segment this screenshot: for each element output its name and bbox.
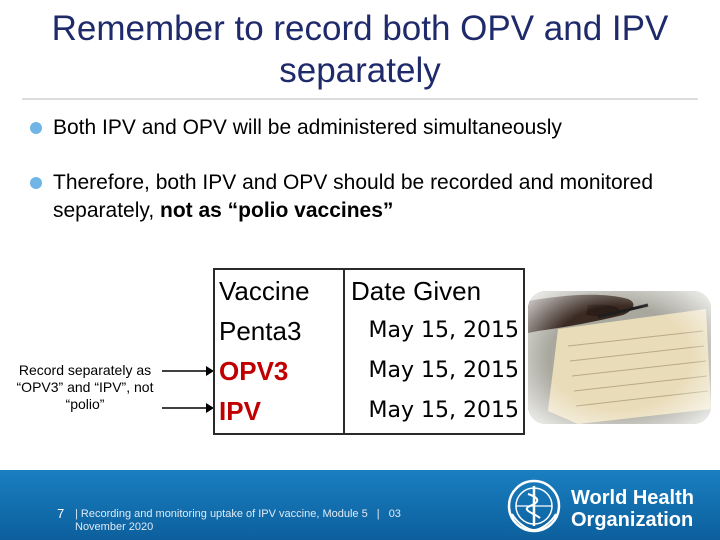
who-logo-text: World Health Organization bbox=[571, 487, 694, 531]
bullet-dot-icon bbox=[30, 177, 42, 189]
footer-module-title: Recording and monitoring uptake of IPV v… bbox=[80, 508, 368, 520]
footer-separator-2: | bbox=[376, 508, 380, 520]
footer-module-code: 03 bbox=[388, 508, 401, 520]
page-number: 7 bbox=[57, 506, 65, 521]
bullet-1-text: Both IPV and OPV will be administered si… bbox=[53, 116, 562, 139]
row-penta3-vaccine: Penta3 bbox=[219, 316, 302, 346]
side-note: Record separately as “OPV3” and “IPV”, n… bbox=[16, 362, 154, 412]
page-title: Remember to record both OPV and IPV sepa… bbox=[51, 9, 669, 90]
logo-line-2: Organization bbox=[571, 509, 694, 531]
header-vaccine: Vaccine bbox=[219, 276, 310, 306]
row-opv3-vaccine: OPV3 bbox=[219, 356, 289, 386]
bullet-2-text: Therefore, both IPV and OPV should be re… bbox=[53, 169, 693, 225]
footer-date: November 2020 bbox=[75, 521, 154, 533]
row-opv3-date: May 15, 2015 bbox=[368, 358, 519, 383]
arrow-to-opv3-icon bbox=[162, 366, 214, 376]
vaccine-record-table: Vaccine Date Given Penta3 May 15, 2015 O… bbox=[213, 268, 525, 435]
bullet-2-text-bold: not as “polio vaccines” bbox=[160, 199, 394, 222]
row-ipv-vaccine: IPV bbox=[219, 396, 261, 426]
arrow-to-ipv-icon bbox=[162, 403, 214, 413]
footer-text: | Recording and monitoring uptake of IPV… bbox=[75, 508, 445, 534]
column-divider bbox=[343, 270, 345, 433]
bullet-dot-icon bbox=[30, 122, 42, 134]
footer-separator: | bbox=[75, 508, 78, 520]
row-ipv-date: May 15, 2015 bbox=[368, 398, 519, 423]
bullet-2-text-normal: Therefore, both IPV and OPV should be re… bbox=[53, 171, 654, 222]
photo-hand-writing-record bbox=[528, 291, 711, 424]
who-emblem-icon bbox=[507, 479, 561, 533]
title-divider bbox=[22, 98, 698, 100]
footer-band: 7 | Recording and monitoring uptake of I… bbox=[0, 470, 720, 540]
logo-line-1: World Health bbox=[571, 487, 694, 509]
row-penta3-date: May 15, 2015 bbox=[368, 318, 519, 343]
header-date-given: Date Given bbox=[351, 276, 482, 306]
